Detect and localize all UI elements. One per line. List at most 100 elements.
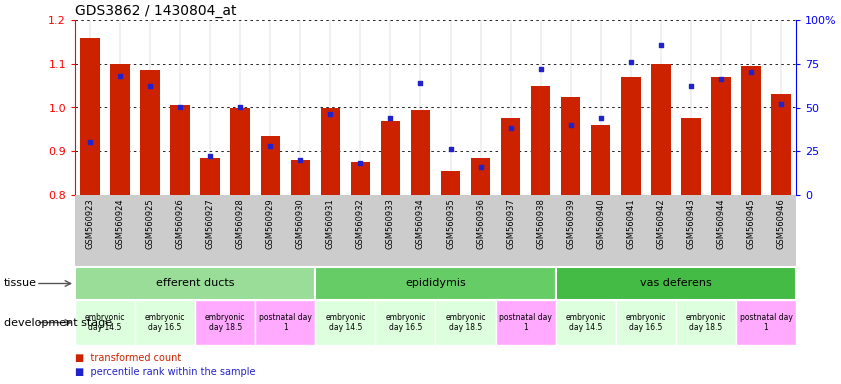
Bar (320, 108, 340, 195)
Text: GSM560932: GSM560932 (356, 199, 365, 249)
Point (234, 104, 247, 111)
Point (414, 80, 427, 86)
Point (744, 70, 758, 76)
Text: GSM560934: GSM560934 (416, 199, 425, 249)
Text: GSM560926: GSM560926 (176, 199, 185, 249)
Bar (651, 64, 670, 195)
Bar (75, 300, 135, 345)
Text: GSM560928: GSM560928 (235, 199, 245, 249)
Text: tissue: tissue (4, 278, 37, 288)
Bar (230, 108, 250, 195)
Text: embryonic
day 16.5: embryonic day 16.5 (145, 313, 185, 332)
Text: GSM560925: GSM560925 (145, 199, 155, 249)
Point (564, 122, 578, 128)
Bar (501, 118, 521, 195)
Bar (741, 66, 761, 195)
Bar (261, 136, 280, 195)
Bar (556, 267, 796, 300)
Bar (110, 64, 130, 195)
Text: GSM560936: GSM560936 (476, 199, 485, 250)
Text: GSM560923: GSM560923 (86, 199, 94, 249)
Bar (140, 70, 160, 195)
Bar (556, 300, 616, 345)
Text: GSM560933: GSM560933 (386, 199, 395, 250)
Text: GSM560939: GSM560939 (566, 199, 575, 249)
Bar (561, 96, 580, 195)
Text: GSM560946: GSM560946 (776, 199, 785, 249)
Bar (410, 110, 431, 195)
Text: GSM560943: GSM560943 (686, 199, 696, 249)
Bar (195, 300, 256, 345)
Text: embryonic
day 18.5: embryonic day 18.5 (685, 313, 726, 332)
Text: GSM560945: GSM560945 (747, 199, 755, 249)
Point (594, 115, 607, 121)
Text: efferent ducts: efferent ducts (156, 278, 235, 288)
Bar (381, 121, 400, 195)
Text: postnatal day
1: postnatal day 1 (259, 313, 312, 332)
Text: GSM560935: GSM560935 (446, 199, 455, 249)
Point (294, 157, 307, 163)
Bar (676, 300, 736, 345)
Text: GSM560944: GSM560944 (717, 199, 726, 249)
Bar (471, 158, 490, 195)
Bar (171, 105, 190, 195)
Text: ■  percentile rank within the sample: ■ percentile rank within the sample (75, 367, 256, 377)
Text: embryonic
day 16.5: embryonic day 16.5 (385, 313, 426, 332)
Bar (771, 94, 791, 195)
Bar (711, 77, 731, 195)
Text: GSM560924: GSM560924 (115, 199, 124, 249)
Text: GSM560937: GSM560937 (506, 199, 515, 250)
Point (684, 83, 697, 89)
Bar (200, 158, 220, 195)
Text: GSM560942: GSM560942 (656, 199, 665, 249)
Text: GSM560927: GSM560927 (206, 199, 214, 249)
Text: embryonic
day 14.5: embryonic day 14.5 (565, 313, 606, 332)
Bar (681, 118, 701, 195)
Text: GSM560929: GSM560929 (266, 199, 275, 249)
Text: embryonic
day 18.5: embryonic day 18.5 (205, 313, 246, 332)
Point (624, 59, 637, 65)
Text: postnatal day
1: postnatal day 1 (739, 313, 792, 332)
Point (473, 164, 487, 170)
Text: GSM560940: GSM560940 (596, 199, 606, 249)
Point (444, 146, 458, 152)
Point (263, 143, 277, 149)
Bar (591, 125, 611, 195)
Text: GSM560931: GSM560931 (325, 199, 335, 249)
Bar (75, 267, 315, 300)
Bar (436, 300, 495, 345)
Point (83, 139, 97, 146)
Point (114, 73, 127, 79)
Text: vas deferens: vas deferens (640, 278, 711, 288)
Bar (351, 162, 370, 195)
Text: GSM560938: GSM560938 (537, 199, 545, 250)
Point (714, 76, 727, 83)
Text: embryonic
day 16.5: embryonic day 16.5 (626, 313, 666, 332)
Text: epididymis: epididymis (405, 278, 466, 288)
Text: postnatal day
1: postnatal day 1 (500, 313, 552, 332)
Point (173, 104, 187, 111)
Bar (531, 86, 550, 195)
Bar (80, 38, 100, 195)
Point (534, 66, 547, 72)
Point (654, 41, 668, 48)
Point (775, 101, 788, 107)
Text: embryonic
day 14.5: embryonic day 14.5 (325, 313, 366, 332)
Point (354, 161, 368, 167)
Bar (441, 171, 460, 195)
Text: development stage: development stage (4, 318, 113, 328)
Bar (290, 160, 310, 195)
Point (324, 111, 337, 118)
Text: GSM560941: GSM560941 (627, 199, 635, 249)
Bar (495, 300, 556, 345)
Text: embryonic
day 14.5: embryonic day 14.5 (85, 313, 125, 332)
Text: embryonic
day 18.5: embryonic day 18.5 (445, 313, 486, 332)
Point (143, 83, 156, 89)
Text: GDS3862 / 1430804_at: GDS3862 / 1430804_at (75, 3, 236, 18)
Bar (135, 300, 195, 345)
Bar (616, 300, 676, 345)
Bar (256, 300, 315, 345)
Bar (315, 267, 556, 300)
Bar (315, 300, 375, 345)
Point (204, 154, 217, 160)
